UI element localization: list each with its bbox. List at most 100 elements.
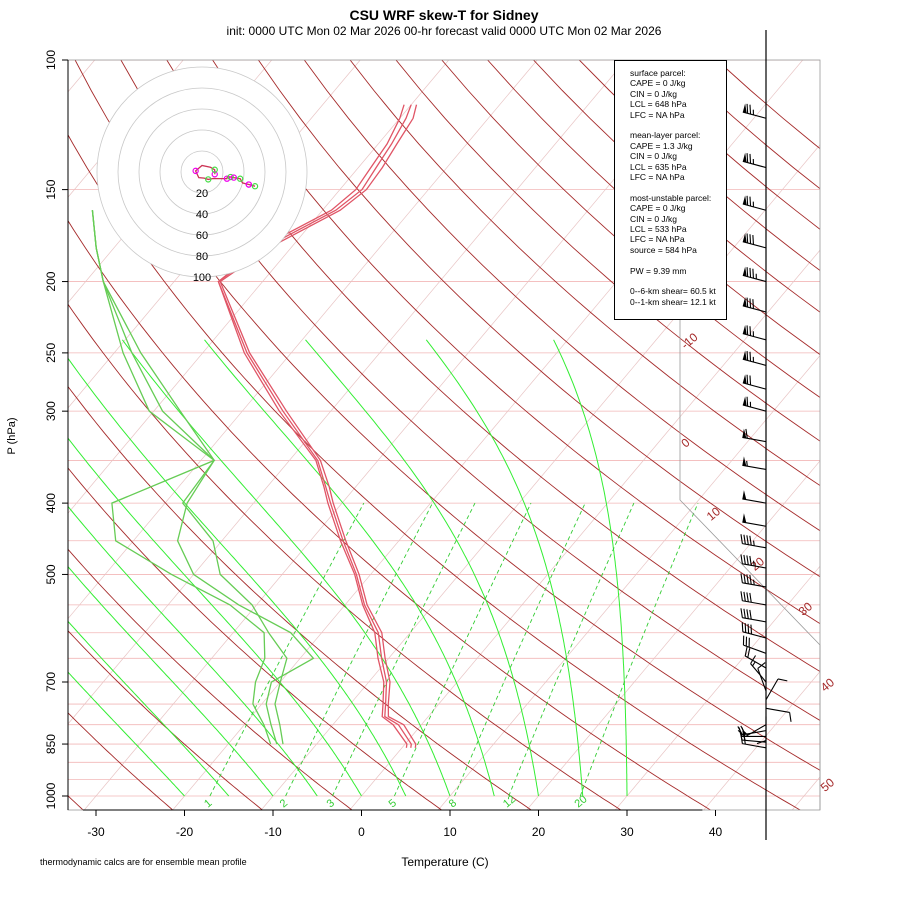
wind-barb <box>741 622 767 639</box>
wind-barb <box>742 195 767 211</box>
chart-title: CSU WRF skew-T for Sidney <box>349 7 539 23</box>
moist-adiabat <box>68 437 362 797</box>
wind-barb <box>742 396 767 412</box>
wind-barb-staff <box>742 631 767 639</box>
moist-adiabat <box>204 339 495 797</box>
x-tick-label: -10 <box>264 825 282 839</box>
wind-barb-half-tick <box>752 661 756 667</box>
wind-barb-tick <box>789 712 792 722</box>
hodograph-marker <box>211 166 218 173</box>
surface-parcel-header: surface parcel: <box>630 68 686 78</box>
hodograph-marker <box>251 183 259 190</box>
wind-barb <box>740 591 767 606</box>
wind-barb-tick <box>740 534 743 544</box>
wind-barb-tick <box>744 623 747 633</box>
isotherm-line <box>526 460 820 810</box>
wind-barb <box>737 724 767 738</box>
wind-barb-tick <box>747 623 750 634</box>
wind-barb-tick <box>746 103 749 114</box>
dry-adiabat <box>68 467 443 810</box>
wind-barb-staff <box>742 111 767 119</box>
isotherm-line <box>260 144 820 810</box>
hodograph-ring-label: 100 <box>193 272 211 284</box>
wind-barb-tick <box>746 297 749 308</box>
wind-barb-tick <box>741 622 744 632</box>
surface-cin: CIN = 0 J/kg <box>630 88 678 99</box>
isotherm-label: 50 <box>818 775 837 795</box>
wind-barb <box>742 297 767 313</box>
wind-barb <box>757 662 767 692</box>
wind-barb <box>740 608 767 623</box>
wind-barb-tick <box>740 734 743 744</box>
wind-barb-flag <box>742 324 747 335</box>
wind-barb <box>742 490 767 504</box>
wind-barb-tick <box>746 592 749 602</box>
wind-barb-half-tick <box>753 540 755 546</box>
mean-layer-cape: CAPE = 1.3 J/kg <box>630 140 693 151</box>
isotherm-line <box>68 60 184 198</box>
moist-adiabat <box>68 565 274 797</box>
wind-barb-staff <box>742 305 767 313</box>
temperature-profile <box>217 104 412 748</box>
wind-barb-flag <box>742 428 747 439</box>
wind-barb-half-tick <box>753 560 755 566</box>
wind-barb-flag <box>742 152 747 163</box>
x-tick-label: 40 <box>709 825 723 839</box>
wind-barb-tick <box>749 535 752 546</box>
x-tick-label: 20 <box>532 825 546 839</box>
wind-barb <box>742 428 767 443</box>
chart-subtitle: init: 0000 UTC Mon 02 Mar 2026 00-hr for… <box>226 24 662 38</box>
wind-barb <box>765 678 788 701</box>
wind-barb-tick <box>777 678 788 682</box>
hodograph-ring-label: 60 <box>196 230 208 242</box>
wind-barb-tick <box>746 351 749 361</box>
most-unstable-cape: CAPE = 0 J/kg <box>630 203 686 214</box>
wind-barb-tick <box>750 655 757 664</box>
wind-barb-staff <box>742 730 767 736</box>
wind-barb-tick <box>749 298 752 308</box>
moist-adiabat <box>121 339 451 797</box>
wind-barb-tick <box>746 609 749 619</box>
hodograph-marker <box>223 175 231 182</box>
wind-barb-tick <box>747 648 751 658</box>
mean-layer-cin: CIN = 0 J/kg <box>630 151 678 162</box>
hodograph-marker <box>230 174 237 181</box>
y-tick-label: 500 <box>44 564 58 584</box>
isotherm-line <box>68 60 538 620</box>
x-tick-label: -30 <box>87 825 105 839</box>
most-unstable-lcl: LCL = 533 hPa <box>630 224 687 235</box>
moist-adiabat <box>305 339 539 797</box>
wind-barb-staff <box>742 274 767 283</box>
isotherm-line <box>83 60 715 810</box>
wind-barb-tick <box>743 554 746 565</box>
wind-barb-tick <box>740 591 743 601</box>
isotherm-line <box>437 354 820 810</box>
hodograph-ring <box>180 150 224 194</box>
moist-adiabat <box>68 671 185 797</box>
wind-barb-flag <box>742 103 747 114</box>
wind-barb-tick <box>740 608 743 618</box>
hodograph-marker <box>236 175 244 182</box>
wind-barb-flag <box>742 490 747 500</box>
y-axis-label: P (hPa) <box>6 417 18 455</box>
wind-barb <box>742 232 767 249</box>
dry-adiabat <box>74 60 820 771</box>
wind-barb-staff <box>744 724 767 738</box>
isotherm-line <box>68 60 450 514</box>
dry-adiabat <box>68 303 622 810</box>
isotherm-label: 10 <box>704 504 723 524</box>
hodograph-ring <box>96 66 308 278</box>
moist-adiabat <box>68 357 407 797</box>
moist-adiabat <box>68 620 230 797</box>
hodograph-background <box>97 67 307 277</box>
mixing-ratio-line <box>579 502 699 797</box>
x-tick-label: 0 <box>358 825 365 839</box>
precipitable-water: PW = 9.39 mm <box>630 265 687 276</box>
dry-adiabat <box>212 60 820 625</box>
wind-barb-tick <box>743 734 746 745</box>
dry-adiabat <box>349 60 820 487</box>
dewpoint-profile <box>91 210 288 745</box>
wind-barb-half-tick <box>753 579 755 585</box>
hodograph-marker <box>192 167 199 175</box>
dry-adiabat <box>395 60 820 442</box>
